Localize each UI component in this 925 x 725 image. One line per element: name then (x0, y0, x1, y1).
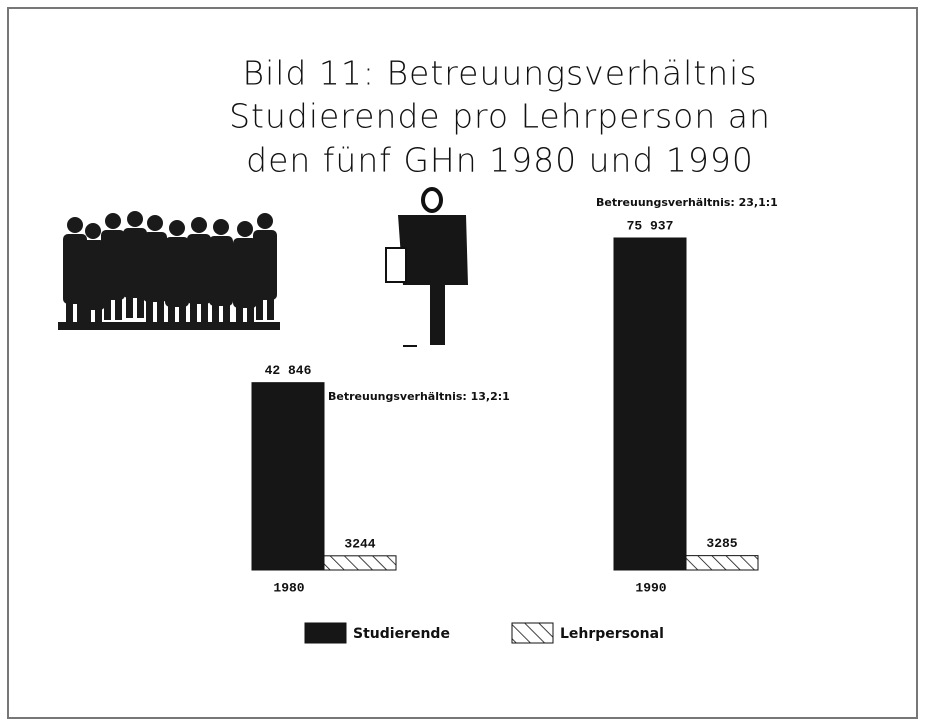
chart-title: Studierende pro Lehrperson an (229, 97, 771, 136)
legend-swatch (304, 622, 347, 644)
legend-swatch (511, 622, 554, 644)
value-label: 3244 (344, 536, 375, 551)
annotation: Betreuungsverhältnis: 23,1:1 (596, 196, 778, 209)
value-label: 42 846 (265, 363, 312, 378)
bar (685, 555, 759, 571)
value-label: 75 937 (627, 218, 674, 233)
bar (323, 555, 397, 571)
annotation: Betreuungsverhältnis: 13,2:1 (328, 390, 510, 403)
x-tick-label: 1990 (635, 580, 666, 595)
legend-label: Studierende (353, 626, 450, 642)
teacher-illustration (385, 187, 468, 347)
chart-title: Bild 11: Betreuungsverhältnis (242, 54, 757, 93)
bar (251, 382, 325, 571)
bar (613, 237, 687, 571)
chart-title: den fünf GHn 1980 und 1990 (246, 141, 754, 180)
crowd-illustration (58, 211, 280, 330)
value-label: 3285 (706, 536, 737, 551)
frame (7, 7, 918, 719)
legend-label: Lehrpersonal (560, 626, 664, 642)
x-tick-label: 1980 (273, 580, 304, 595)
